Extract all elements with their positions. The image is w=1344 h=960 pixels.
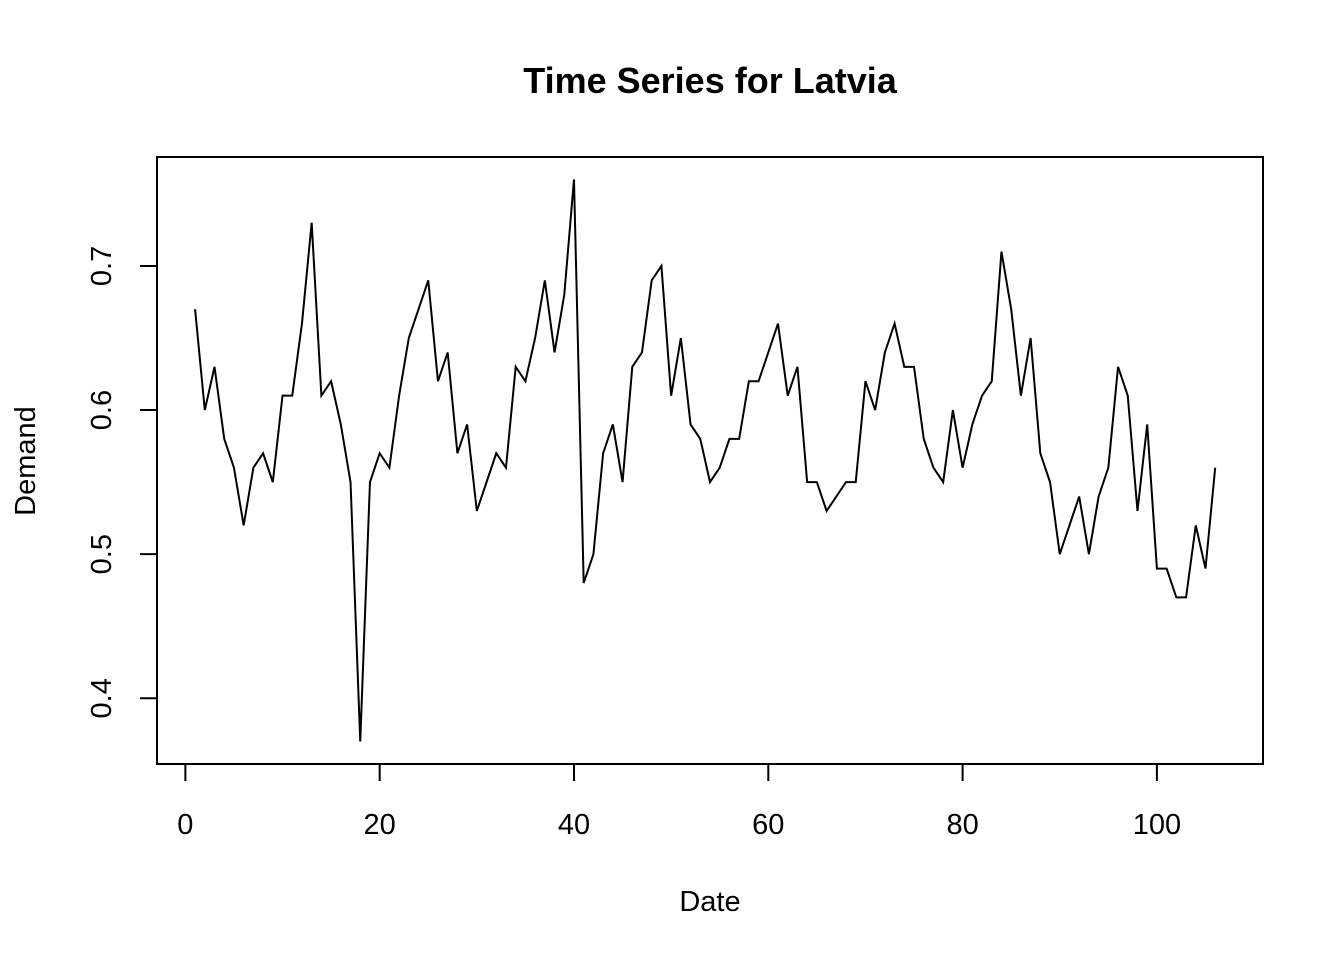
x-tick-label: 100 <box>1133 809 1181 841</box>
chart-title: Time Series for Latvia <box>523 60 897 101</box>
y-tick-label: 0.4 <box>86 678 118 718</box>
x-tick-label: 20 <box>364 809 396 841</box>
x-axis-label: Date <box>679 886 740 918</box>
x-tick-label: 0 <box>177 809 193 841</box>
y-axis-label: Demand <box>10 406 42 516</box>
x-axis: 0 20 40 60 80 100 <box>177 763 1181 841</box>
y-tick-label: 0.5 <box>86 534 118 574</box>
x-tick-label: 40 <box>558 809 590 841</box>
y-axis: 0.4 0.5 0.6 0.7 <box>86 246 158 718</box>
series-line <box>194 179 1217 742</box>
x-tick-label: 80 <box>946 809 978 841</box>
x-tick-label: 60 <box>752 809 784 841</box>
series-layer <box>194 179 1217 742</box>
y-tick-label: 0.7 <box>86 246 118 286</box>
y-tick-label: 0.6 <box>86 390 118 430</box>
